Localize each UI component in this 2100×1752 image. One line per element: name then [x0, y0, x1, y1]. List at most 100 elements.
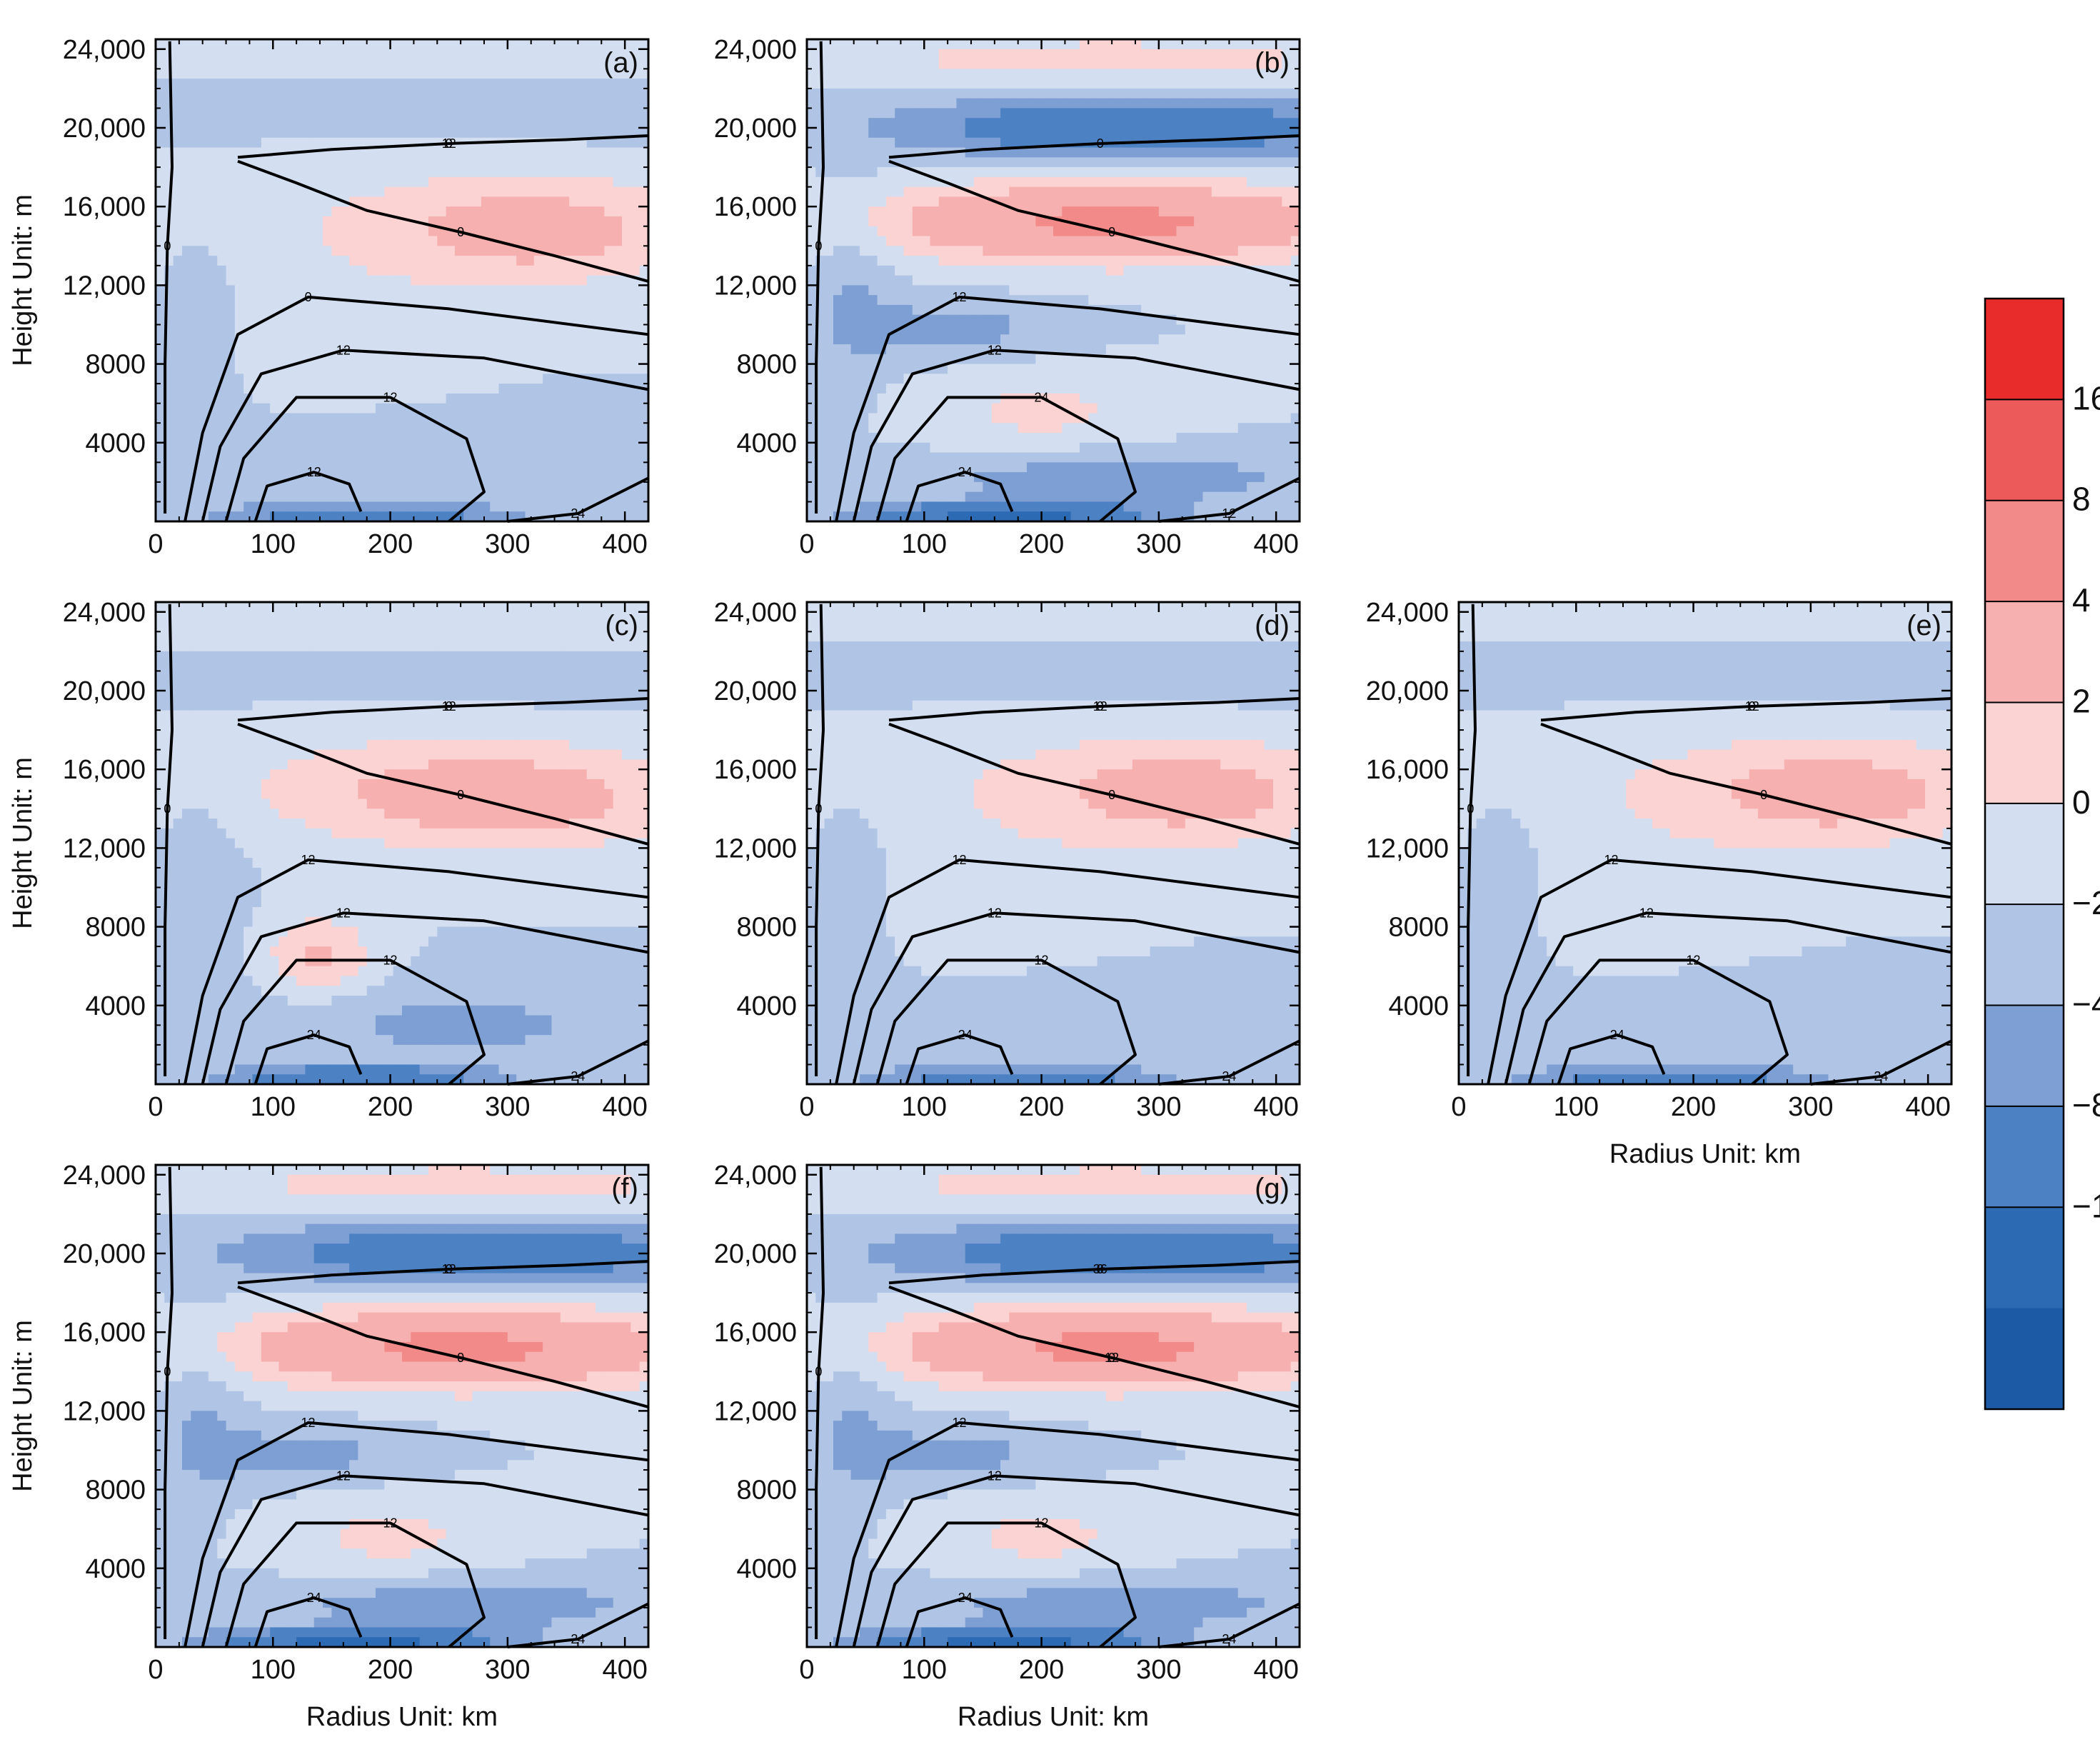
field-cell [1018, 118, 1028, 129]
field-cell [1027, 452, 1036, 463]
field-cell [824, 59, 834, 69]
field-cell [376, 413, 385, 424]
field-cell [358, 423, 368, 434]
field-cell [1079, 98, 1089, 109]
field-cell [1009, 236, 1019, 246]
field-cell [208, 226, 218, 237]
field-cell [437, 452, 447, 463]
field-cell [948, 413, 958, 424]
field-cell [613, 118, 623, 129]
field-cell [1070, 295, 1080, 306]
field-cell [1150, 157, 1160, 168]
field-cell [366, 501, 376, 512]
field-cell [463, 196, 473, 207]
field-cell [243, 186, 253, 198]
field-cell [991, 265, 1001, 276]
field-cell [560, 354, 570, 365]
field-cell [278, 186, 288, 198]
field-cell [807, 442, 816, 454]
field-cell [842, 137, 852, 149]
field-cell [490, 59, 500, 69]
field-cell [974, 314, 984, 326]
field-cell [349, 314, 358, 326]
field-cell [226, 79, 236, 89]
field-cell [261, 196, 271, 207]
field-cell [569, 69, 579, 79]
field-cell [376, 384, 385, 394]
field-cell [1097, 481, 1107, 493]
field-cell [340, 364, 350, 374]
field-cell [366, 98, 376, 109]
field-cell [543, 236, 553, 246]
field-cell [596, 256, 605, 266]
field-cell [807, 59, 816, 69]
field-cell [1088, 314, 1098, 326]
field-cell [807, 127, 816, 139]
field-cell [358, 69, 368, 79]
field-cell [156, 196, 165, 207]
field-cell [1053, 491, 1062, 503]
field-cell [323, 374, 333, 384]
field-cell [948, 364, 958, 374]
field-cell [217, 501, 227, 512]
field-cell [1167, 433, 1177, 444]
field-cell [1115, 98, 1125, 109]
field-cell [156, 364, 165, 374]
field-cell [596, 481, 605, 493]
field-cell [991, 314, 1001, 326]
field-cell [498, 256, 508, 266]
field-cell [965, 69, 975, 79]
field-cell [1150, 147, 1160, 158]
field-cell [1141, 216, 1151, 227]
field-cell [419, 511, 429, 522]
field-cell [156, 39, 165, 50]
field-cell [895, 206, 905, 217]
field-cell [604, 442, 614, 454]
field-cell [331, 167, 341, 178]
field-cell [604, 98, 614, 109]
field-cell [991, 304, 1001, 316]
field-cell [234, 167, 244, 178]
field-cell [376, 472, 385, 483]
field-cell [173, 324, 183, 335]
field-cell [877, 246, 887, 256]
field-cell [1141, 501, 1151, 512]
field-cell [376, 39, 385, 50]
field-cell [252, 354, 262, 365]
field-cell [402, 304, 411, 316]
field-cell [376, 275, 385, 286]
field-cell [393, 413, 403, 424]
field-cell [974, 246, 984, 256]
field-cell [824, 393, 834, 404]
field-cell [965, 413, 975, 424]
field-cell [807, 226, 816, 237]
field-cell [1123, 393, 1133, 404]
field-cell [622, 79, 631, 89]
field-cell [1027, 157, 1036, 168]
field-cell [868, 403, 878, 414]
field-cell [1018, 79, 1028, 89]
field-cell [217, 137, 227, 149]
field-cell [622, 246, 631, 256]
field-cell [586, 491, 596, 503]
field-cell [331, 256, 341, 266]
field-cell [305, 216, 315, 227]
field-cell [868, 59, 878, 69]
field-cell [1141, 452, 1151, 463]
field-cell [446, 403, 456, 414]
field-cell [208, 423, 218, 434]
field-cell [1158, 176, 1168, 188]
field-cell [454, 295, 464, 306]
field-cell [604, 403, 614, 414]
field-cell [313, 304, 323, 316]
field-cell [331, 374, 341, 384]
field-cell [331, 216, 341, 227]
field-cell [586, 176, 596, 188]
field-cell [604, 501, 614, 512]
field-cell [313, 216, 323, 227]
field-cell [156, 374, 165, 384]
field-cell [243, 472, 253, 483]
field-cell [498, 344, 508, 355]
field-cell [1150, 491, 1160, 503]
field-cell [270, 88, 280, 99]
